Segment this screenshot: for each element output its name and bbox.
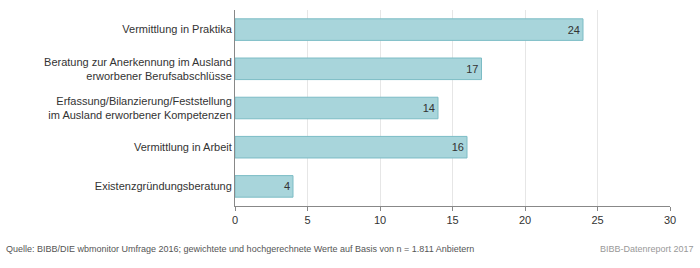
- svg-text:15: 15: [446, 214, 458, 226]
- svg-text:Beratung zur Anerkennung im Au: Beratung zur Anerkennung im Auslanderwor…: [44, 56, 232, 82]
- svg-text:0: 0: [232, 214, 238, 226]
- svg-text:Vermittlung in Praktika: Vermittlung in Praktika: [122, 23, 232, 35]
- svg-text:20: 20: [519, 214, 531, 226]
- svg-text:Vermittlung in Arbeit: Vermittlung in Arbeit: [134, 141, 232, 153]
- svg-text:16: 16: [452, 141, 464, 153]
- svg-text:17: 17: [466, 63, 478, 75]
- svg-text:5: 5: [304, 214, 310, 226]
- svg-text:10: 10: [374, 214, 386, 226]
- svg-text:BIBB-Datenreport 2017: BIBB-Datenreport 2017: [600, 244, 694, 254]
- svg-text:Existenzgründungsberatung: Existenzgründungsberatung: [95, 180, 232, 192]
- svg-text:25: 25: [591, 214, 603, 226]
- svg-text:4: 4: [284, 180, 290, 192]
- svg-text:Quelle: BIBB/DIE wbmonitor Umf: Quelle: BIBB/DIE wbmonitor Umfrage 2016;…: [6, 244, 474, 254]
- svg-text:14: 14: [423, 102, 435, 114]
- svg-text:Erfassung/Bilanzierung/Festste: Erfassung/Bilanzierung/Feststellungim Au…: [48, 95, 231, 121]
- svg-text:30: 30: [664, 214, 676, 226]
- svg-text:24: 24: [568, 24, 580, 36]
